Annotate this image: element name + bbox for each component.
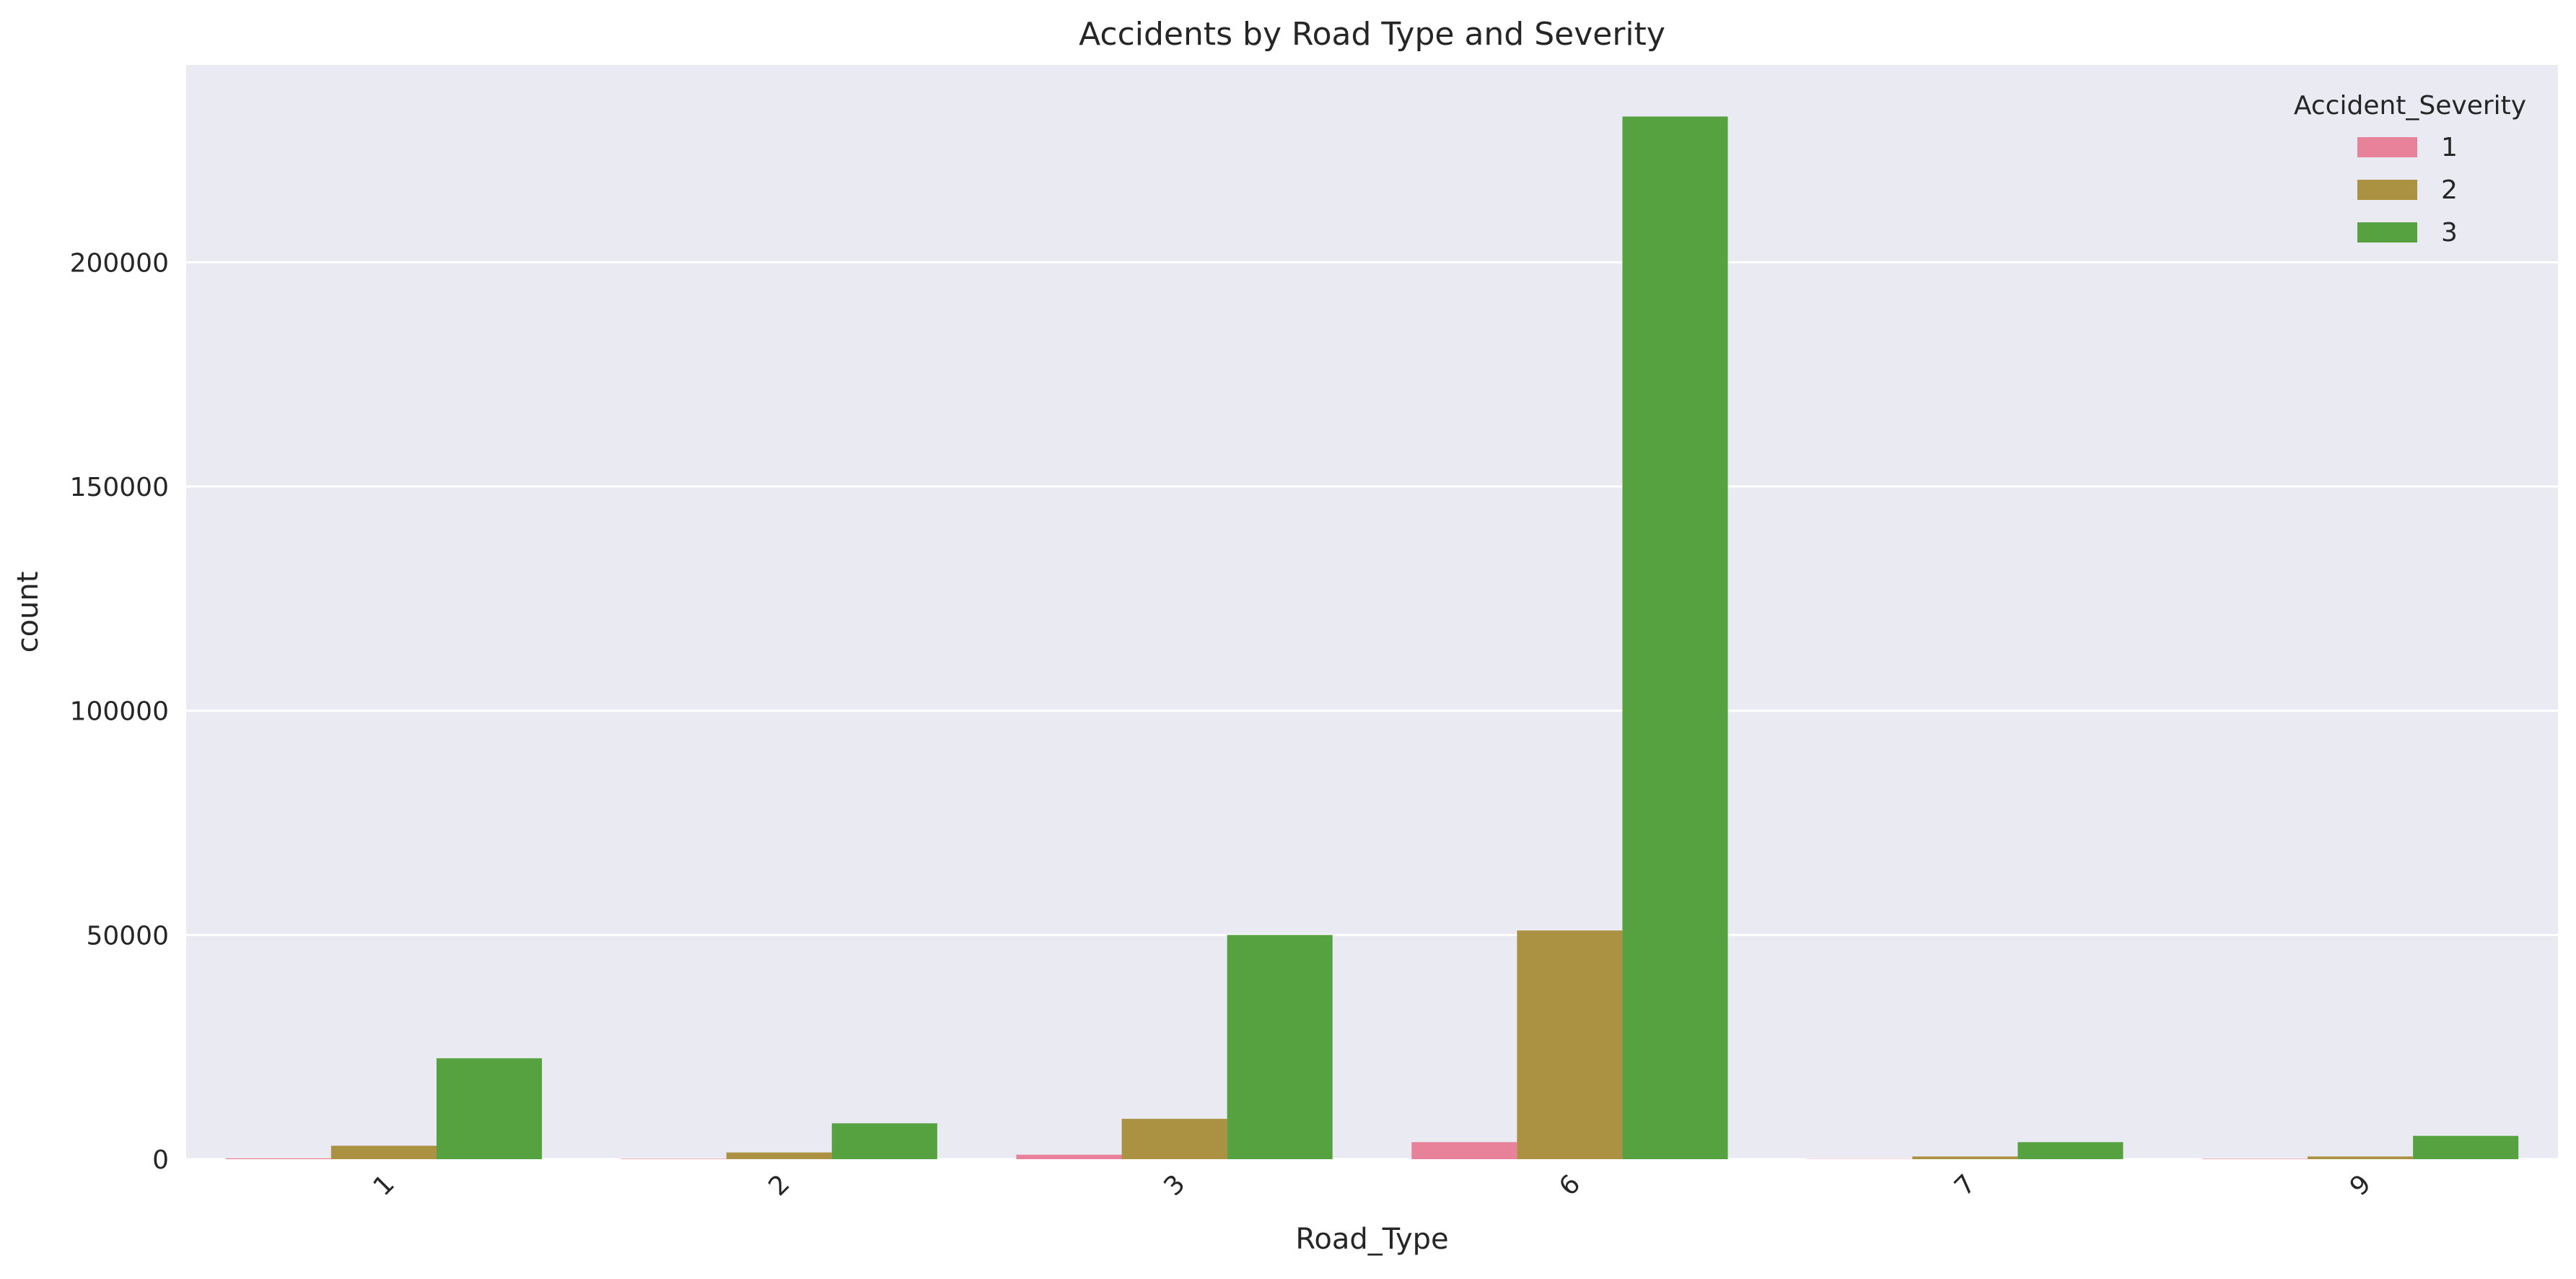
x-axis-label: Road_Type [1295,1223,1448,1256]
x-tick-label: 1 [368,1169,400,1202]
bar-series-3-cat-1 [437,1058,542,1159]
plot-area [186,65,2558,1159]
chart-title: Accidents by Road Type and Severity [1079,16,1665,53]
bar-series-2-cat-1 [331,1145,437,1159]
legend-swatch [2357,222,2417,243]
y-axis-ticks: 0 50000 100000 150000 200000 [70,248,169,1175]
bar-series-3-cat-9 [2413,1136,2518,1159]
bar-series-2-cat-9 [2308,1156,2413,1159]
bar-series-2-cat-2 [727,1153,832,1159]
y-tick-label: 50000 [86,921,169,951]
x-tick-label: 9 [2344,1169,2377,1202]
x-axis-ticks: 1 2 3 6 7 9 [368,1169,2377,1202]
bar-series-1-cat-3 [1016,1155,1121,1159]
legend-label: 1 [2441,133,2458,162]
y-tick-label: 200000 [70,248,169,278]
bar-series-2-cat-6 [1517,930,1622,1159]
y-tick-label: 100000 [70,697,169,727]
bar-series-3-cat-2 [832,1123,937,1159]
x-tick-label: 6 [1554,1169,1586,1202]
bar-series-3-cat-3 [1227,935,1333,1159]
x-tick-label: 3 [1158,1169,1191,1202]
bar-series-1-cat-9 [2202,1158,2308,1159]
bar-series-3-cat-6 [1622,116,1727,1159]
legend-swatch [2357,180,2417,200]
bar-series-1-cat-1 [226,1158,331,1159]
legend-items: 1 2 3 [2357,133,2458,248]
y-tick-label: 150000 [70,473,169,502]
bar-series-3-cat-7 [2018,1142,2123,1159]
bar-series-1-cat-2 [621,1158,727,1159]
legend-label: 3 [2441,218,2458,248]
x-tick-label: 7 [1949,1169,1981,1202]
bar-series-2-cat-3 [1122,1119,1227,1159]
legend-swatch [2357,137,2417,157]
x-tick-label: 2 [763,1169,796,1202]
bar-series-1-cat-6 [1411,1142,1517,1159]
legend-label: 2 [2441,175,2458,205]
bar-series-2-cat-7 [1912,1156,2018,1159]
y-tick-label: 0 [152,1145,169,1175]
y-axis-label: count [12,572,45,653]
legend-title: Accident_Severity [2294,91,2526,121]
